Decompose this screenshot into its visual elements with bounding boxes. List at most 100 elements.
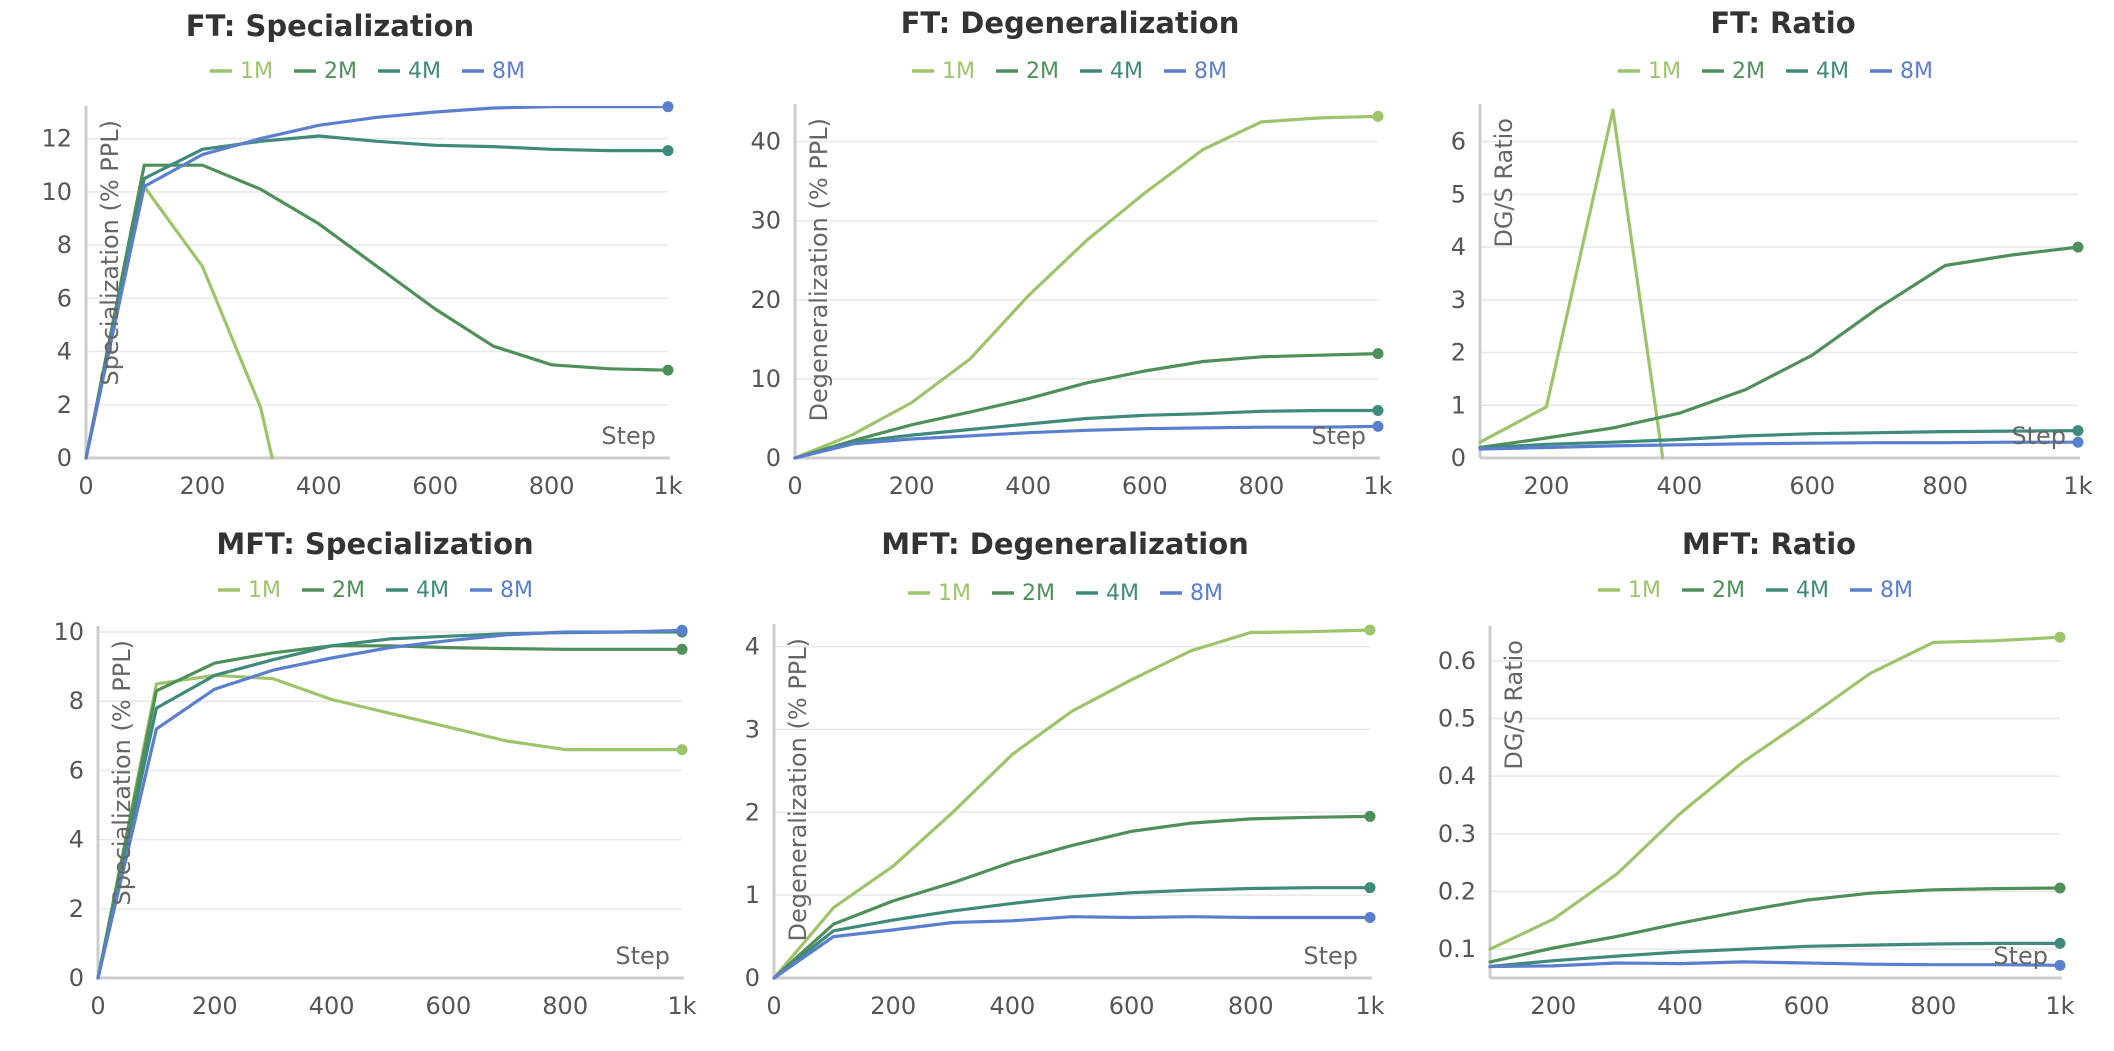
legend: 1M 2M 4M 8M: [1598, 578, 1913, 603]
series-group: [1478, 108, 2080, 460]
legend-label-4M: 4M: [416, 578, 449, 603]
x-axis-label: Step: [1311, 422, 1366, 450]
y-tick-label: 4: [57, 338, 72, 366]
x-tick-label: 1k: [667, 992, 696, 1020]
legend: 1M 2M 4M 8M: [210, 59, 525, 84]
series-end-marker: [1364, 810, 1376, 822]
y-tick-label: 12: [41, 125, 72, 153]
y-axis-label: Degeneralization (% PPL): [784, 638, 812, 942]
x-tick-label: 200: [1524, 472, 1570, 500]
series-end-marker: [676, 624, 688, 636]
legend-label-4M: 4M: [1816, 59, 1849, 84]
y-tick-label: 2: [57, 391, 72, 419]
y-axis-label: Specialization (% PPL): [96, 120, 124, 386]
y-tick-label: 10: [750, 365, 781, 393]
series-end-marker: [2054, 959, 2066, 971]
legend-label-8M: 8M: [492, 59, 525, 84]
y-tick-label: 0.2: [1438, 878, 1476, 906]
legend-label-4M: 4M: [408, 59, 441, 84]
series-end-marker: [1372, 110, 1384, 122]
x-axis-label: Step: [2011, 422, 2066, 450]
y-tick-label: 6: [1451, 128, 1466, 156]
series-line-2M: [772, 814, 1372, 980]
legend-label-4M: 4M: [1110, 59, 1143, 84]
series-line-4M: [84, 134, 670, 460]
y-tick-label: 0.3: [1438, 820, 1476, 848]
x-tick-label: 600: [412, 472, 458, 500]
series-end-marker: [2072, 241, 2084, 253]
series-group: [793, 114, 1380, 460]
legend-label-2M: 2M: [324, 59, 357, 84]
series-end-marker: [1372, 405, 1384, 417]
chart-title: MFT: Specialization: [216, 527, 533, 561]
series-end-marker: [2054, 937, 2066, 949]
series-line-2M: [1488, 886, 2062, 964]
legend-label-2M: 2M: [1026, 59, 1059, 84]
x-axis-label: Step: [615, 942, 670, 970]
legend-label-1M: 1M: [938, 581, 971, 606]
y-axis-label: Specialization (% PPL): [108, 640, 136, 906]
series-group: [96, 628, 684, 980]
chart-title: MFT: Degeneralization: [881, 527, 1249, 561]
series-line-8M: [96, 628, 684, 980]
x-axis-label: Step: [1303, 942, 1358, 970]
x-tick-label: 600: [425, 992, 471, 1020]
x-axis-label: Step: [1993, 942, 2048, 970]
chart-panel: 0 1 2 3 4 5 6 200 400 600 800 1k DG/S Ratio Step FT: R…: [1451, 6, 2093, 500]
x-tick-label: 600: [1784, 992, 1830, 1020]
series-end-marker: [2054, 882, 2066, 894]
series-line-8M: [1478, 440, 2080, 451]
legend-label-4M: 4M: [1796, 578, 1829, 603]
series-line-2M: [1478, 245, 2080, 450]
series-group: [1488, 635, 2062, 969]
y-tick-label: 4: [745, 633, 760, 661]
chart-panel: 0 2 4 6 8 10 0 200 400 600 800 1k Specialization (% …: [53, 527, 696, 1020]
chart-panel: 0 1 2 3 4 0 200 400 600 800 1k Degeneralization (% …: [745, 527, 1385, 1020]
y-tick-label: 0: [1451, 444, 1466, 472]
series-line-2M: [793, 352, 1380, 460]
series-line-1M: [96, 673, 684, 980]
legend-label-4M: 4M: [1106, 581, 1139, 606]
y-tick-label: 1: [745, 881, 760, 909]
x-tick-label: 800: [1922, 472, 1968, 500]
series-line-4M: [96, 630, 684, 980]
series-end-marker: [1364, 912, 1376, 924]
y-tick-label: 8: [69, 687, 84, 715]
series-group: [84, 106, 670, 460]
y-tick-label: 2: [745, 798, 760, 826]
legend-label-8M: 8M: [1880, 578, 1913, 603]
x-tick-label: 400: [296, 472, 342, 500]
legend-label-1M: 1M: [1628, 578, 1661, 603]
y-tick-label: 4: [1451, 233, 1466, 261]
series-line-1M: [1488, 635, 2062, 951]
y-tick-label: 1: [1451, 391, 1466, 419]
y-tick-label: 30: [750, 207, 781, 235]
series-end-marker: [662, 364, 674, 376]
y-tick-label: 10: [41, 178, 72, 206]
y-tick-label: 0.6: [1438, 647, 1476, 675]
x-tick-label: 800: [1228, 992, 1274, 1020]
series-group: [772, 628, 1372, 980]
y-tick-label: 10: [53, 618, 84, 646]
legend-label-8M: 8M: [1194, 59, 1227, 84]
x-tick-label: 0: [90, 992, 105, 1020]
series-end-marker: [2054, 631, 2066, 643]
series-line-4M: [772, 886, 1372, 980]
y-tick-label: 0.5: [1438, 705, 1476, 733]
y-tick-label: 0: [745, 964, 760, 992]
legend: 1M 2M 4M 8M: [1618, 59, 1933, 84]
series-line-8M: [1488, 960, 2062, 969]
x-tick-label: 1k: [2045, 992, 2074, 1020]
legend-label-8M: 8M: [1900, 59, 1933, 84]
x-tick-label: 1k: [653, 472, 682, 500]
y-axis-label: DG/S Ratio: [1490, 118, 1518, 248]
legend: 1M 2M 4M 8M: [218, 578, 533, 603]
x-tick-label: 0: [78, 472, 93, 500]
legend-label-2M: 2M: [1022, 581, 1055, 606]
x-axis-label: Step: [601, 422, 656, 450]
x-tick-label: 400: [989, 992, 1035, 1020]
series-line-4M: [793, 408, 1380, 460]
series-end-marker: [1364, 624, 1376, 636]
series-end-marker: [1364, 882, 1376, 894]
